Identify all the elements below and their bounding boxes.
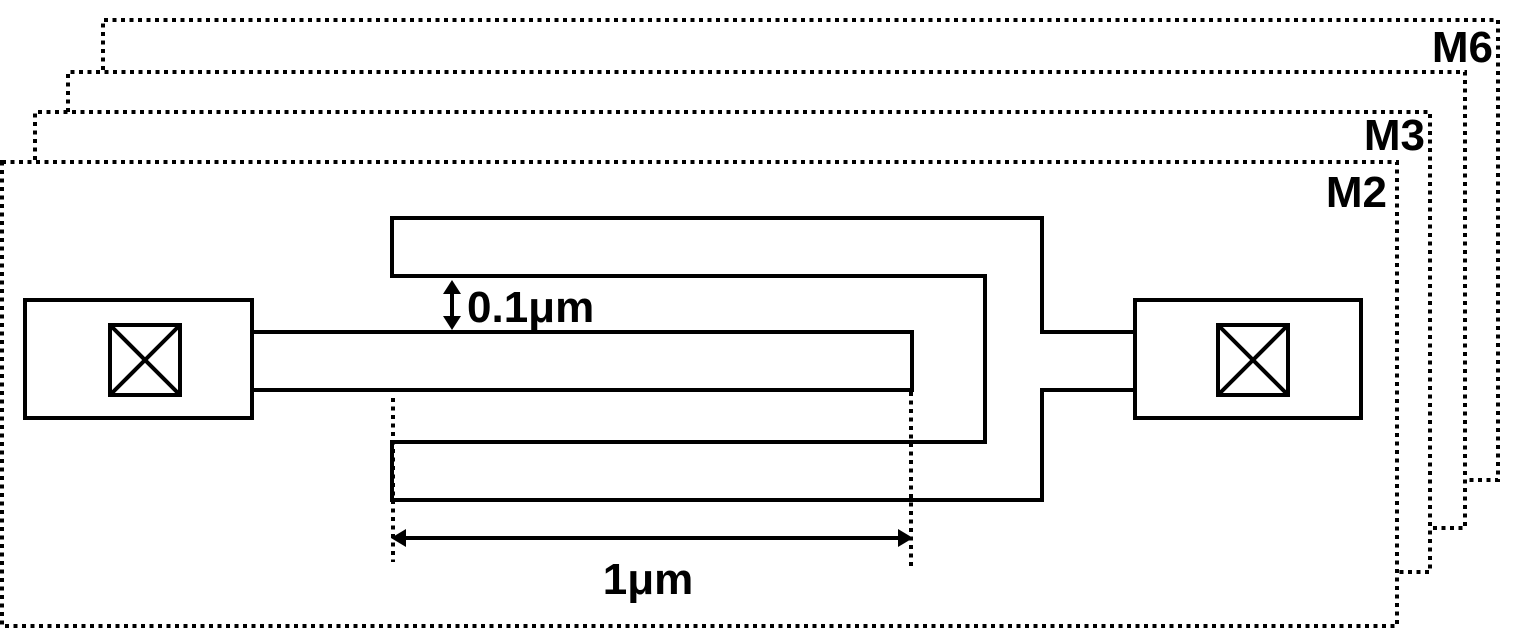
arrow-left-icon	[391, 529, 406, 547]
layer-plane-m5	[66, 70, 1467, 530]
left-finger-electrode	[252, 330, 914, 392]
right-terminal-pad	[1133, 298, 1363, 420]
layer-label-m3: M3	[1364, 111, 1425, 160]
length-dimension	[391, 392, 913, 568]
left-terminal-pad	[23, 298, 254, 420]
arrow-right-icon	[898, 529, 913, 547]
layer-plane-m6	[101, 18, 1500, 482]
gap-dimension-label: 0.1μm	[467, 283, 594, 332]
arrow-down-icon	[443, 316, 461, 330]
right-via-icon	[1216, 323, 1290, 397]
gap-dimension	[443, 280, 461, 330]
arrow-up-icon	[443, 280, 461, 294]
layer-label-m2: M2	[1326, 168, 1387, 217]
layer-plane-m3	[33, 110, 1432, 574]
left-via-icon	[108, 323, 182, 397]
layer-plane-m2	[0, 160, 1399, 628]
length-dimension-label: 1μm	[603, 555, 694, 604]
right-comb-electrode	[390, 216, 1135, 502]
layer-label-m6: M6	[1432, 23, 1493, 72]
